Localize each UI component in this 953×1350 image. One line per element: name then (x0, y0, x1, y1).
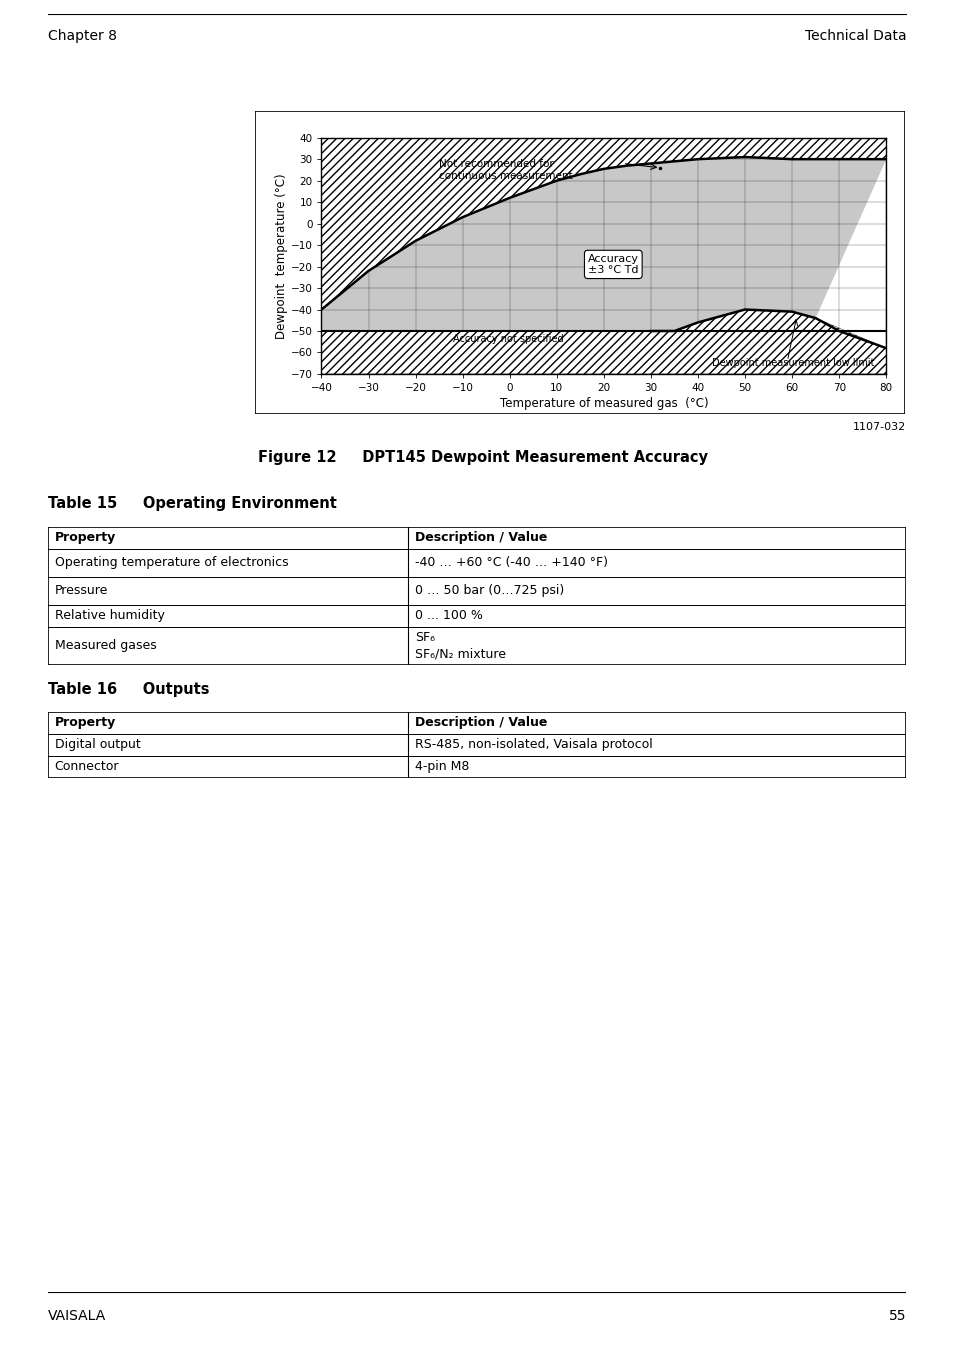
Text: Digital output: Digital output (54, 738, 140, 751)
Text: Table 16     Outputs: Table 16 Outputs (48, 682, 209, 698)
Text: 0 ... 100 %: 0 ... 100 % (415, 609, 482, 622)
Text: Property: Property (54, 717, 115, 729)
Text: Description / Value: Description / Value (415, 531, 547, 544)
Text: SF₆: SF₆ (415, 630, 435, 644)
Text: Technical Data: Technical Data (803, 28, 905, 43)
Text: Accuracy not specified: Accuracy not specified (453, 333, 563, 343)
Text: Chapter 8: Chapter 8 (48, 28, 116, 43)
Polygon shape (321, 309, 885, 374)
Text: Relative humidity: Relative humidity (54, 609, 164, 622)
Text: Connector: Connector (54, 760, 119, 774)
Text: RS-485, non-isolated, Vaisala protocol: RS-485, non-isolated, Vaisala protocol (415, 738, 652, 751)
Y-axis label: Dewpoint  temperature (°C): Dewpoint temperature (°C) (274, 173, 288, 339)
Text: 1107-032: 1107-032 (852, 421, 905, 432)
Text: 0 … 50 bar (0…725 psi): 0 … 50 bar (0…725 psi) (415, 585, 564, 597)
Text: Dewpoint measurement low limit: Dewpoint measurement low limit (711, 358, 874, 369)
Text: Accuracy
±3 °C Td: Accuracy ±3 °C Td (587, 254, 639, 275)
Text: Measured gases: Measured gases (54, 639, 156, 652)
Text: 4-pin M8: 4-pin M8 (415, 760, 469, 774)
Text: Figure 12     DPT145 Dewpoint Measurement Accuracy: Figure 12 DPT145 Dewpoint Measurement Ac… (257, 450, 707, 466)
Text: Operating temperature of electronics: Operating temperature of electronics (54, 556, 288, 568)
Text: Table 15     Operating Environment: Table 15 Operating Environment (48, 495, 336, 512)
Text: Description / Value: Description / Value (415, 717, 547, 729)
Text: -40 … +60 °C (-40 … +140 °F): -40 … +60 °C (-40 … +140 °F) (415, 556, 608, 568)
Text: SF₆/N₂ mixture: SF₆/N₂ mixture (415, 648, 506, 660)
Polygon shape (321, 138, 885, 309)
X-axis label: Temperature of measured gas  (°C): Temperature of measured gas (°C) (499, 397, 707, 410)
Text: Property: Property (54, 531, 115, 544)
Text: Pressure: Pressure (54, 585, 108, 597)
Text: 55: 55 (888, 1308, 905, 1323)
Text: VAISALA: VAISALA (48, 1308, 106, 1323)
Text: Not recommended for
continuous measurement: Not recommended for continuous measureme… (438, 159, 572, 181)
Polygon shape (321, 157, 885, 331)
